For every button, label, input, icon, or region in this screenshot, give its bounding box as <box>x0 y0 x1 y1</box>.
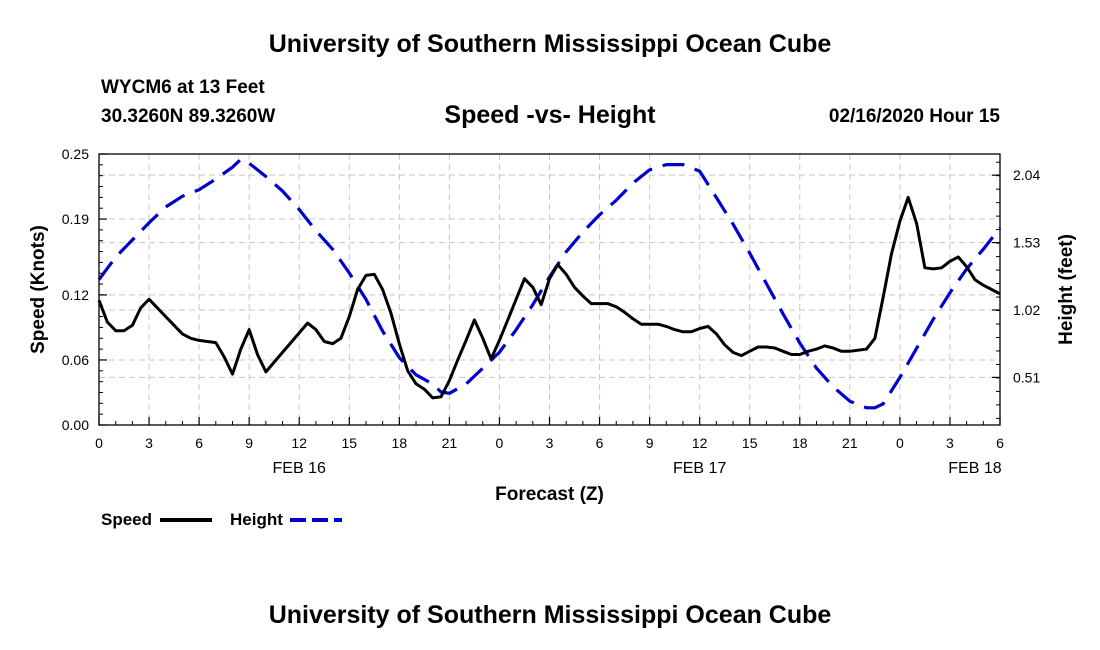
speed-series <box>97 195 1001 400</box>
y-tick-label: 0.00 <box>62 417 89 433</box>
x-tick-label: 15 <box>742 435 758 451</box>
x-tick-label: 3 <box>946 435 954 451</box>
x-tick-label: 18 <box>792 435 808 451</box>
y2-tick-label: 1.53 <box>1013 235 1040 251</box>
x-tick-label: 21 <box>842 435 858 451</box>
day-label: FEB 18 <box>948 460 1001 477</box>
station-label: WYCM6 at 13 Feet <box>101 77 265 98</box>
x-tick-label: 9 <box>646 435 654 451</box>
x-tick-label: 0 <box>95 435 103 451</box>
x-tick-label: 6 <box>996 435 1004 451</box>
y-tick-label: 0.06 <box>62 352 89 368</box>
forecast-datetime: 02/16/2020 Hour 15 <box>828 106 1000 127</box>
series-line-height <box>97 157 1002 410</box>
x-tick-label: 9 <box>245 435 253 451</box>
x-tick-label: 0 <box>496 435 504 451</box>
chart-title: Speed -vs- Height <box>444 101 656 129</box>
legend-label-height: Height <box>230 510 283 529</box>
height-series <box>97 157 1002 410</box>
x-tick-label: 18 <box>392 435 408 451</box>
x-tick-label: 12 <box>692 435 708 451</box>
y2-tick-label: 0.51 <box>1013 369 1040 385</box>
y-tick-label: 0.12 <box>62 287 89 303</box>
x-tick-label: 3 <box>546 435 554 451</box>
y-tick-label: 0.19 <box>62 211 89 227</box>
legend-label-speed: Speed <box>101 510 152 529</box>
day-label: FEB 16 <box>273 460 326 477</box>
legend: Speed Height <box>101 510 342 529</box>
axis-ticks <box>98 153 1001 426</box>
page-title-bottom: University of Southern Mississippi Ocean… <box>268 601 832 629</box>
series-line-speed <box>97 195 1001 400</box>
y-axis-title-right: Height (feet) <box>1056 234 1077 345</box>
x-tick-label: 3 <box>145 435 153 451</box>
y-tick-label: 0.25 <box>62 146 89 162</box>
page-title-top: University of Southern Mississippi Ocean… <box>268 30 832 58</box>
grid-lines <box>99 154 1000 425</box>
day-label: FEB 17 <box>673 460 726 477</box>
y2-tick-label: 2.04 <box>1013 167 1040 183</box>
axis-labels: 0 3 6 9 12 15 18 21 0 3 6 9 12 15 18 21 0 3 6 FEB 16 FEB 17 F… <box>62 146 1041 477</box>
y2-tick-label: 1.02 <box>1013 302 1040 318</box>
x-tick-label: 6 <box>596 435 604 451</box>
y-axis-title-left: Speed (Knots) <box>28 225 49 354</box>
station-coordinates: 30.3260N 89.3260W <box>101 106 276 127</box>
x-axis-title: Forecast (Z) <box>495 484 604 505</box>
x-tick-label: 21 <box>442 435 458 451</box>
x-tick-label: 0 <box>896 435 904 451</box>
x-tick-label: 12 <box>291 435 307 451</box>
x-tick-label: 6 <box>195 435 203 451</box>
x-tick-label: 15 <box>341 435 357 451</box>
